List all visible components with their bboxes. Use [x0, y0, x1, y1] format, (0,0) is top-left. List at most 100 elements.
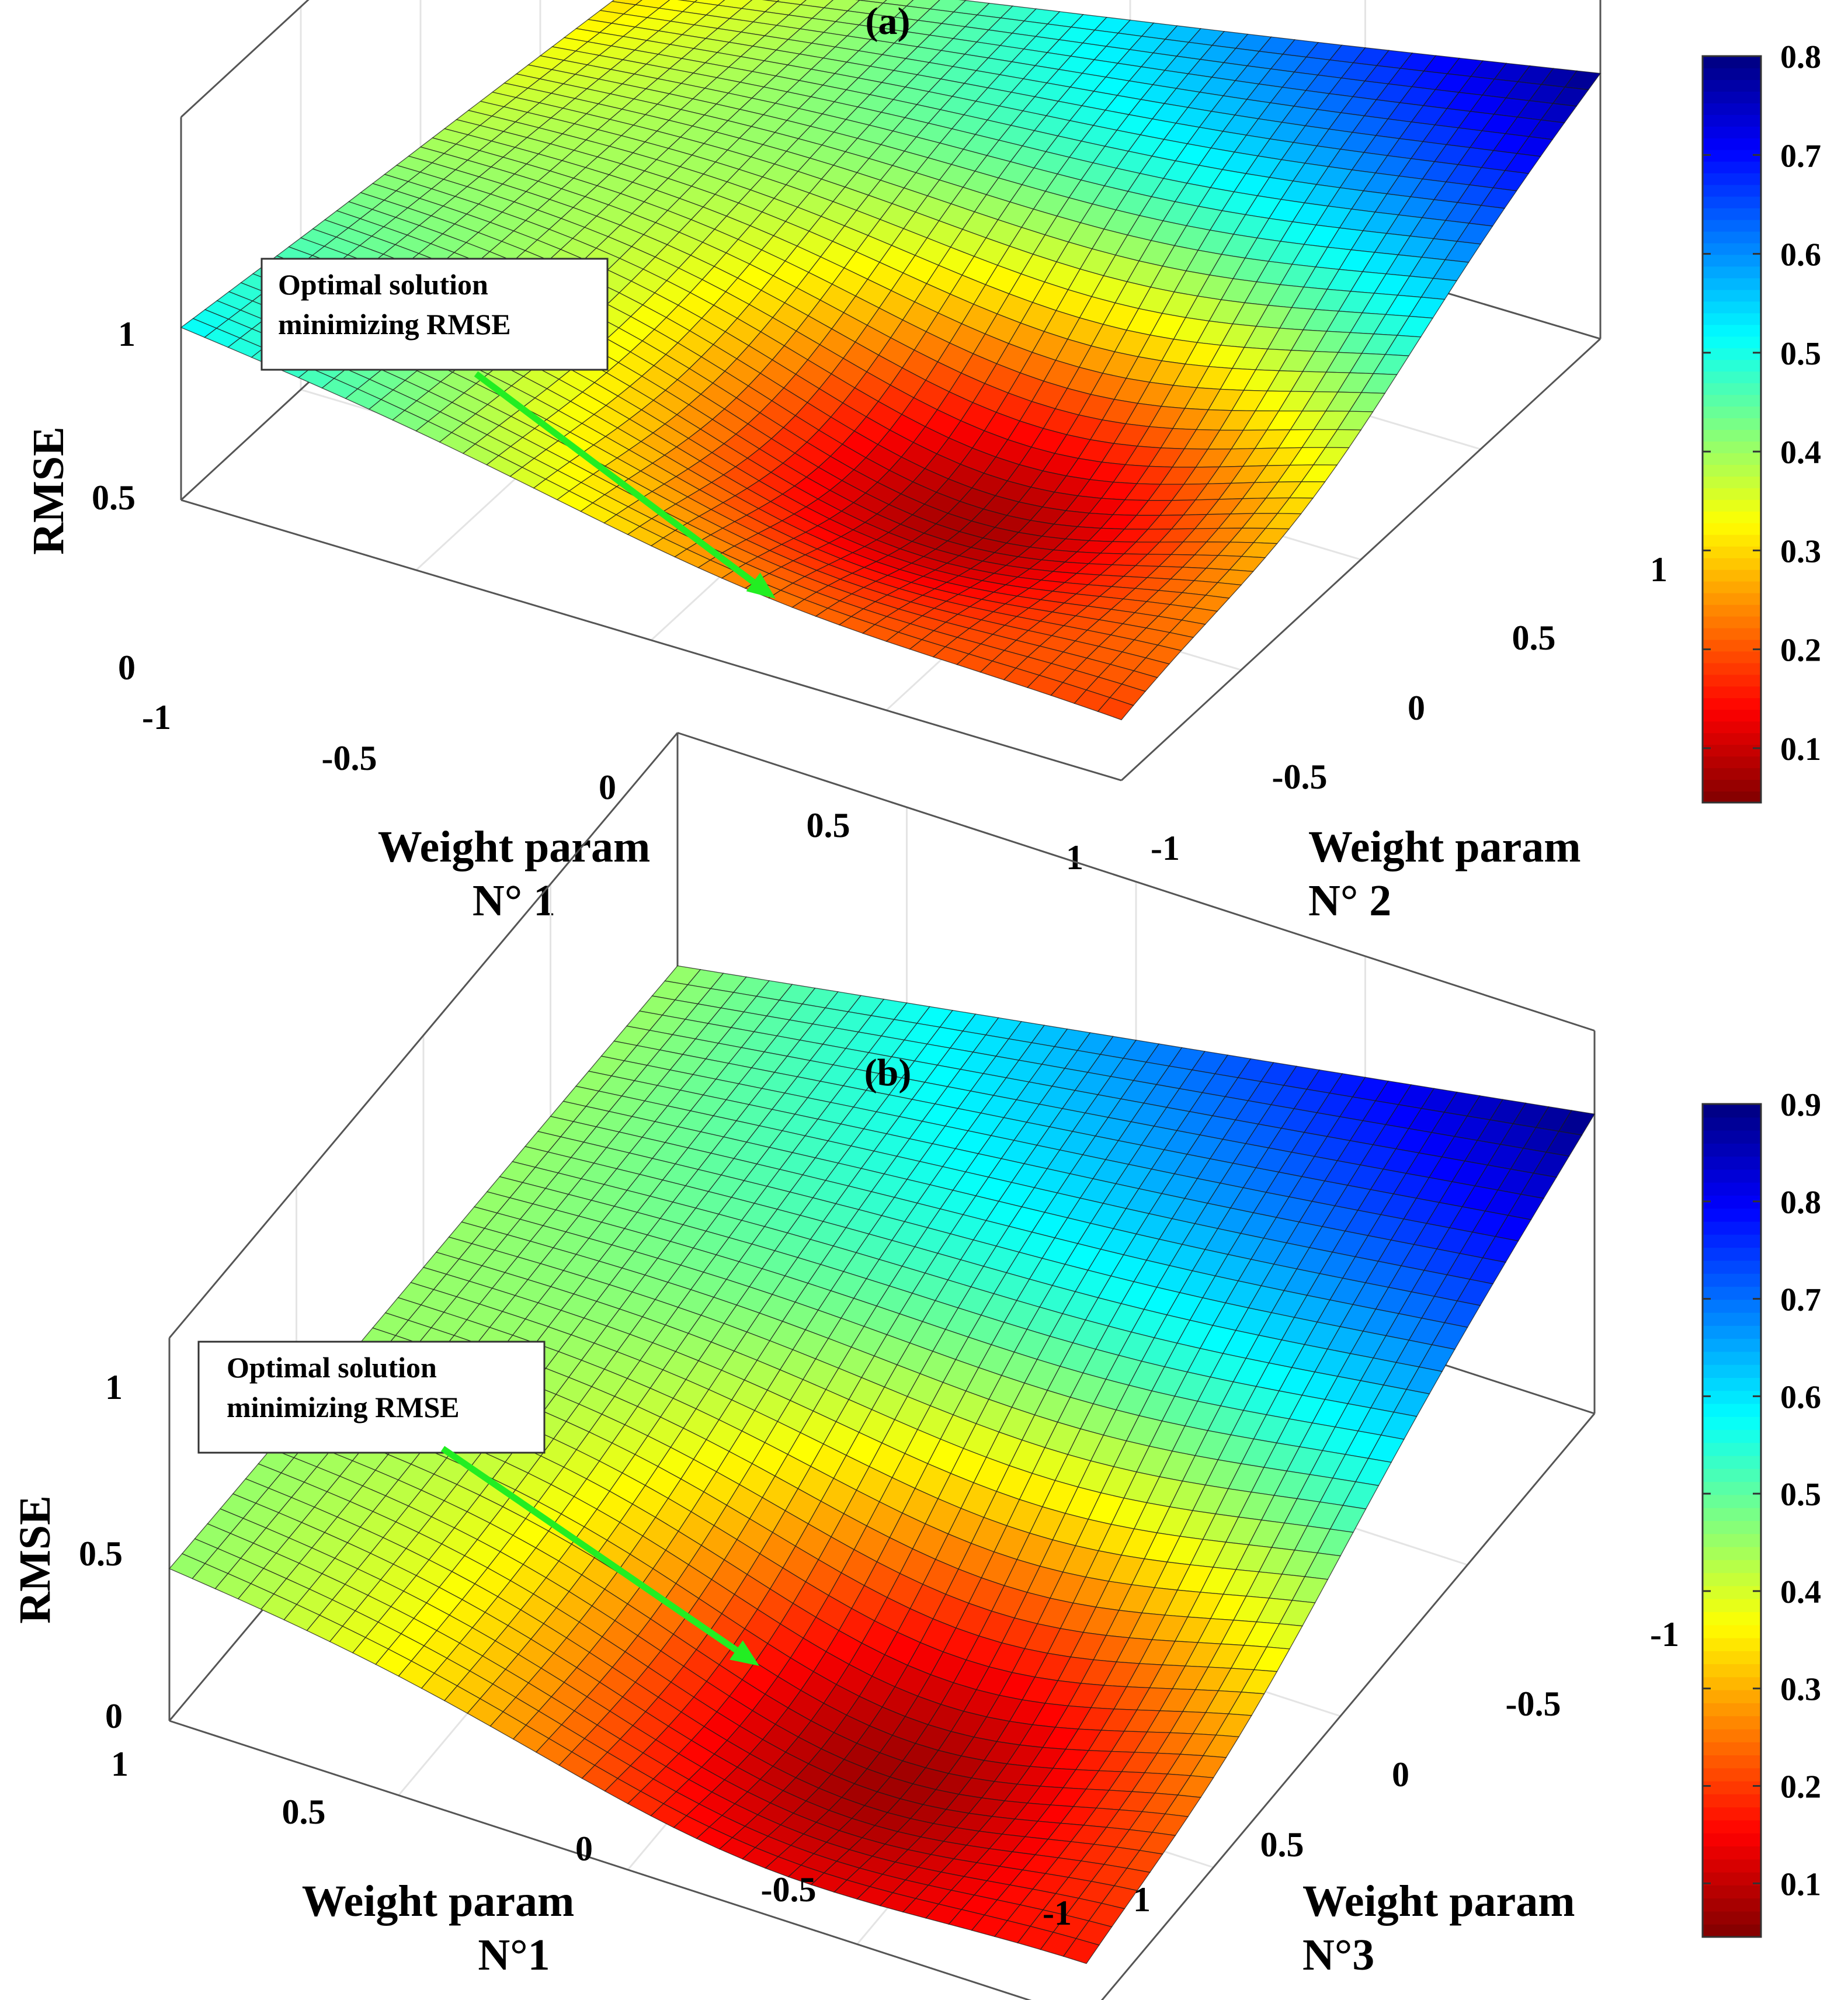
colorbar-segment: [1703, 277, 1761, 290]
colorbar-tick-label: 0.2: [1780, 633, 1821, 669]
colorbar-segment: [1703, 662, 1761, 675]
colorbar-segment: [1703, 1755, 1761, 1769]
colorbar-segment: [1703, 1442, 1761, 1456]
colorbar-segment: [1703, 1247, 1761, 1261]
surface-mesh: [168, 965, 1596, 1964]
colorbar-segment: [1703, 1260, 1761, 1274]
colorbar-segment: [1703, 604, 1761, 617]
surface-mesh: [180, 0, 1602, 721]
x-tick-label: 0: [575, 1829, 593, 1868]
colorbar-segment: [1703, 1104, 1761, 1118]
colorbar-tick-label: 0.6: [1780, 237, 1821, 273]
colorbar-segment: [1703, 1650, 1761, 1665]
z-tick-label: 1: [118, 315, 136, 353]
colorbar-tick-label: 0.5: [1780, 1477, 1821, 1513]
colorbar-tick-label: 0.3: [1780, 1672, 1821, 1708]
colorbar-segment: [1703, 674, 1761, 687]
colorbar-tick-label: 0.7: [1780, 1282, 1821, 1318]
colorbar-segment: [1703, 219, 1761, 232]
colorbar-segment: [1703, 1911, 1761, 1925]
x-tick-label: -1: [1043, 1894, 1072, 1932]
colorbar-segment: [1703, 1156, 1761, 1170]
colorbar-tick-label: 0.1: [1780, 731, 1821, 768]
annotation-line2: minimizing RMSE: [227, 1391, 460, 1423]
colorbar-segment: [1703, 1286, 1761, 1300]
colorbar-segment: [1703, 1884, 1761, 1899]
colorbar-segment: [1703, 1403, 1761, 1417]
colorbar-segment: [1703, 1299, 1761, 1313]
x-axis-label-line2: N° 1: [473, 876, 555, 925]
colorbar-segment: [1703, 1455, 1761, 1469]
x-tick-label: 0: [599, 768, 616, 807]
colorbar-segment: [1703, 1768, 1761, 1782]
colorbar-tick-label: 0.9: [1780, 1087, 1821, 1123]
colorbar-segment: [1703, 534, 1761, 547]
colorbar-segment: [1703, 511, 1761, 523]
colorbar-segment: [1703, 1702, 1761, 1717]
colorbar-segment: [1703, 779, 1761, 792]
colorbar-segment: [1703, 67, 1761, 80]
colorbar-segment: [1703, 1468, 1761, 1482]
arrow-shaft: [440, 1446, 738, 1653]
x-tick-label: -0.5: [322, 739, 377, 777]
colorbar-segment: [1703, 1195, 1761, 1209]
annotation-box: [260, 258, 609, 371]
x-tick-label: 1: [1066, 838, 1083, 877]
colorbar-segment: [1703, 639, 1761, 652]
y-tick-label: 0.5: [1260, 1825, 1304, 1864]
colorbar-segment: [1703, 546, 1761, 558]
z-tick-label: 0.5: [92, 478, 136, 517]
z-tick-label: 0: [105, 1697, 123, 1735]
x-tick-label: 1: [111, 1745, 128, 1783]
axis-edge: [180, 0, 310, 118]
colorbar-tick-label: 0.4: [1780, 1574, 1821, 1610]
colorbar-segment: [1703, 744, 1761, 757]
z-tick-label: 0: [118, 648, 136, 687]
colorbar-segment: [1703, 522, 1761, 535]
colorbar-segment: [1703, 1637, 1761, 1651]
x-axis-label-line1: Weight param: [302, 1877, 575, 1926]
colorbar-segment: [1703, 196, 1761, 209]
colorbar-segment: [1703, 651, 1761, 664]
z-axis-label: RMSE: [11, 1495, 60, 1624]
colorbar-frame: [1701, 1103, 1762, 1938]
colorbar-segment: [1703, 126, 1761, 138]
colorbar-segment: [1703, 56, 1761, 68]
x-tick-label: 0.5: [807, 806, 850, 845]
axis-edge: [1120, 338, 1602, 782]
colorbar-segment: [1703, 1520, 1761, 1534]
y-tick-label: 0.5: [1512, 619, 1556, 657]
x-tick-label: -0.5: [761, 1870, 817, 1909]
colorbar-segment: [1703, 336, 1761, 349]
colorbar-segment: [1703, 1494, 1761, 1508]
colorbar-segment: [1703, 1416, 1761, 1430]
colorbar-segment: [1703, 1533, 1761, 1547]
y-tick-label: 1: [1650, 550, 1668, 589]
colorbar-tick-label: 0.8: [1780, 1185, 1821, 1221]
surface-cell: [1062, 1938, 1100, 1964]
colorbar-segment: [1703, 709, 1761, 722]
z-axis-label: RMSE: [24, 426, 73, 555]
colorbar-segment: [1703, 1780, 1761, 1794]
colorbar-segment: [1703, 1923, 1761, 1938]
colorbar-segment: [1703, 697, 1761, 710]
colorbar-tick-label: 0.7: [1780, 138, 1821, 174]
colorbar-segment: [1703, 289, 1761, 302]
x-axis-label-line2: N°1: [478, 1930, 550, 1980]
colorbar-segment: [1703, 557, 1761, 570]
colorbar-segment: [1703, 1338, 1761, 1352]
colorbar-segment: [1703, 756, 1761, 769]
colorbar-segment: [1703, 172, 1761, 185]
colorbar-segment: [1703, 429, 1761, 442]
colorbar-segment: [1703, 1364, 1761, 1378]
colorbar-segment: [1703, 1676, 1761, 1690]
colorbar-segment: [1703, 1325, 1761, 1339]
colorbar-segment: [1703, 569, 1761, 582]
surface-cell: [1097, 697, 1134, 721]
panel-b-surface-plot: (b) 1 0.5 0 -0.5 -1 1 0.5 0 -0.5 -1 0 0.5 1 RMSE Weight…: [11, 732, 1821, 2000]
colorbar-segment: [1703, 383, 1761, 395]
axis-edge: [1100, 1413, 1596, 2000]
z-tick-label: 1: [105, 1368, 123, 1407]
colorbar-segment: [1703, 1130, 1761, 1144]
y-axis-label-line1: Weight param: [1308, 822, 1581, 871]
